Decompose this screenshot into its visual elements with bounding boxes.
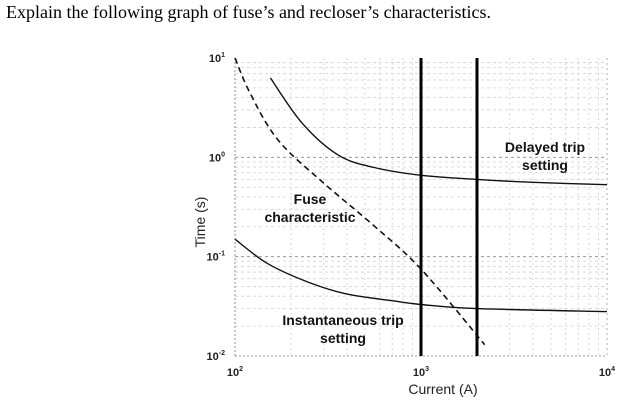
question-text: Explain the following graph of fuse’s an… (6, 2, 492, 22)
y-tick-label: 10-2 (207, 350, 226, 363)
curves (234, 57, 608, 346)
x-tick-label: 103 (413, 366, 429, 379)
fuse-curve (234, 57, 486, 346)
delayed-label: Delayed trip (505, 139, 585, 155)
y-tick-label: 10-1 (207, 251, 226, 264)
instantaneous-curve (234, 238, 608, 313)
fuse-label: characteristic (264, 209, 355, 225)
delayed-curve (269, 77, 608, 186)
x-tick-label: 104 (599, 366, 615, 379)
tick-labels: 102 103 104 101 100 10-1 10-2 (207, 52, 616, 379)
instantaneous-label: setting (320, 330, 366, 346)
y-tick-label: 101 (209, 52, 225, 65)
vertical-lines (419, 58, 479, 356)
x-axis-label: Current (A) (408, 381, 477, 397)
x-tick-label: 102 (227, 366, 243, 379)
fuse-label: Fuse (294, 191, 327, 207)
annotations: Delayed trip setting Instantaneous trip set… (264, 139, 585, 346)
delayed-label: setting (522, 157, 568, 173)
y-axis-label: Time (s) (192, 197, 208, 248)
y-tick-label: 100 (209, 151, 225, 164)
instantaneous-label: Instantaneous trip (282, 312, 403, 328)
